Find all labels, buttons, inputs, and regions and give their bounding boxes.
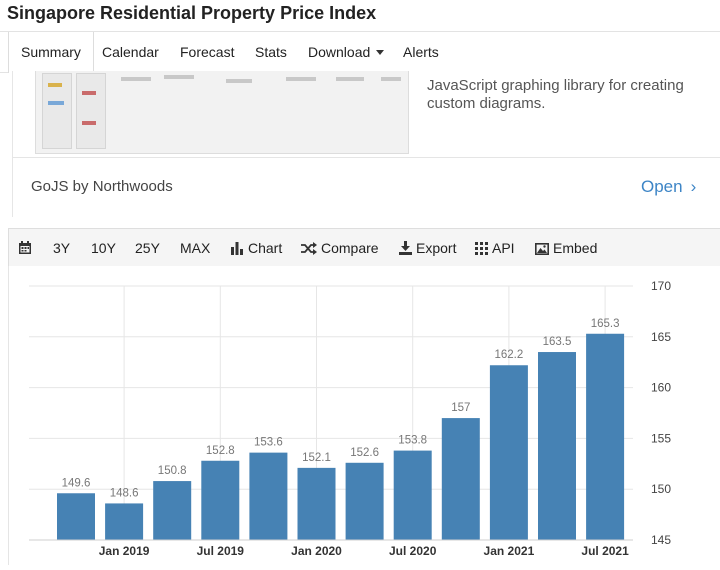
bar-chart: 145 150 155 160 165 170 149.6 148.6 150.8 152.8 15… (29, 279, 671, 558)
bar-value-label: 153.6 (254, 437, 283, 449)
y-tick-label: 150 (651, 482, 671, 496)
tab-bar: Summary Calendar Forecast Stats Download… (0, 31, 720, 73)
ad-image-node (226, 79, 252, 83)
ad-open-button[interactable]: Open › (641, 177, 696, 197)
range-25y[interactable]: 25Y (135, 240, 160, 256)
export-label: Export (416, 240, 457, 256)
bar-value-label: 165.3 (591, 318, 620, 330)
y-tick-label: 155 (651, 431, 671, 445)
bar (489, 365, 528, 540)
bar-chart-icon (231, 242, 243, 255)
shuffle-icon (301, 242, 317, 255)
download-tab-label: Download (308, 44, 371, 60)
y-tick-label: 145 (651, 533, 671, 547)
ad-image-panel (76, 73, 106, 149)
bar (153, 481, 192, 540)
bar-value-label: 152.1 (302, 452, 331, 464)
range-10y[interactable]: 10Y (91, 240, 116, 256)
calendar-icon[interactable] (18, 229, 36, 267)
ad-image-node (48, 83, 62, 87)
tab-calendar[interactable]: Calendar (102, 44, 159, 60)
embed-button[interactable]: Embed (535, 229, 597, 267)
bar-value-label: 157 (451, 402, 470, 414)
embed-label: Embed (553, 240, 598, 256)
bar (393, 450, 432, 540)
ad-image-node (336, 77, 364, 81)
range-max[interactable]: MAX (180, 240, 211, 256)
download-icon (399, 241, 412, 255)
tab-summary[interactable]: Summary (8, 32, 94, 73)
x-tick-label: Jan 2019 (99, 544, 150, 558)
ad-brand: GoJS by Northwoods (31, 178, 173, 195)
ad-image-node (121, 77, 151, 81)
tab-alerts[interactable]: Alerts (403, 44, 439, 60)
grid-icon (475, 242, 488, 255)
ad-image-node (82, 121, 96, 125)
image-icon (535, 243, 549, 255)
ad-image-node (286, 77, 316, 81)
bar (201, 460, 240, 540)
tab-forecast[interactable]: Forecast (180, 44, 235, 60)
ad-image-node (48, 101, 64, 105)
range-3y[interactable]: 3Y (53, 240, 71, 256)
bar-value-label: 148.6 (110, 487, 139, 499)
bar (57, 493, 95, 540)
bar-value-label: 162.2 (495, 349, 524, 361)
x-tick-label: Jul 2021 (581, 544, 629, 558)
bar (586, 333, 625, 540)
ad-open-label: Open (641, 177, 683, 196)
bar (297, 467, 336, 540)
ad-image-node (381, 77, 401, 81)
bar-value-label: 149.6 (62, 477, 91, 489)
tab-stats[interactable]: Stats (255, 44, 287, 60)
y-tick-label: 165 (651, 330, 671, 344)
bar (441, 418, 480, 540)
api-button[interactable]: API (475, 229, 515, 267)
ad-image-node (164, 75, 194, 79)
api-label: API (492, 240, 515, 256)
divider (13, 157, 720, 158)
bar (105, 503, 144, 540)
bar-value-label: 163.5 (543, 336, 572, 348)
compare-button[interactable]: Compare (301, 229, 379, 267)
chevron-down-icon (376, 50, 385, 55)
advertisement: JavaScript graphing library for creating… (12, 71, 720, 217)
bar (538, 352, 576, 540)
bar (249, 452, 288, 540)
x-tick-label: Jan 2020 (291, 544, 342, 558)
bar-value-label: 152.6 (350, 447, 379, 459)
x-tick-label: Jul 2019 (197, 544, 245, 558)
bar-value-label: 150.8 (158, 465, 187, 477)
y-tick-label: 170 (651, 279, 671, 293)
x-tick-label: Jul 2020 (389, 544, 437, 558)
page-title: Singapore Residential Property Price Ind… (7, 3, 377, 23)
compare-label: Compare (321, 240, 379, 256)
ad-image[interactable] (35, 71, 409, 154)
bar (345, 462, 384, 540)
chart-type-label: Chart (248, 240, 283, 256)
x-tick-label: Jan 2021 (484, 544, 535, 558)
chevron-right-icon: › (690, 177, 697, 196)
chart-container: 145 150 155 160 165 170 149.6 148.6 150.8 152.8 15… (8, 266, 720, 565)
bar-value-label: 153.8 (398, 435, 427, 447)
chart-type-button[interactable]: Chart (231, 229, 282, 267)
y-tick-label: 160 (651, 381, 671, 395)
chart-toolbar: 3Y 10Y 25Y MAX Chart Compare Export API … (8, 228, 720, 268)
tab-download[interactable]: Download (308, 32, 385, 72)
ad-image-node (82, 91, 96, 95)
export-button[interactable]: Export (399, 229, 456, 267)
bar-value-label: 152.8 (206, 445, 235, 457)
ad-description: JavaScript graphing library for creating… (427, 77, 684, 112)
